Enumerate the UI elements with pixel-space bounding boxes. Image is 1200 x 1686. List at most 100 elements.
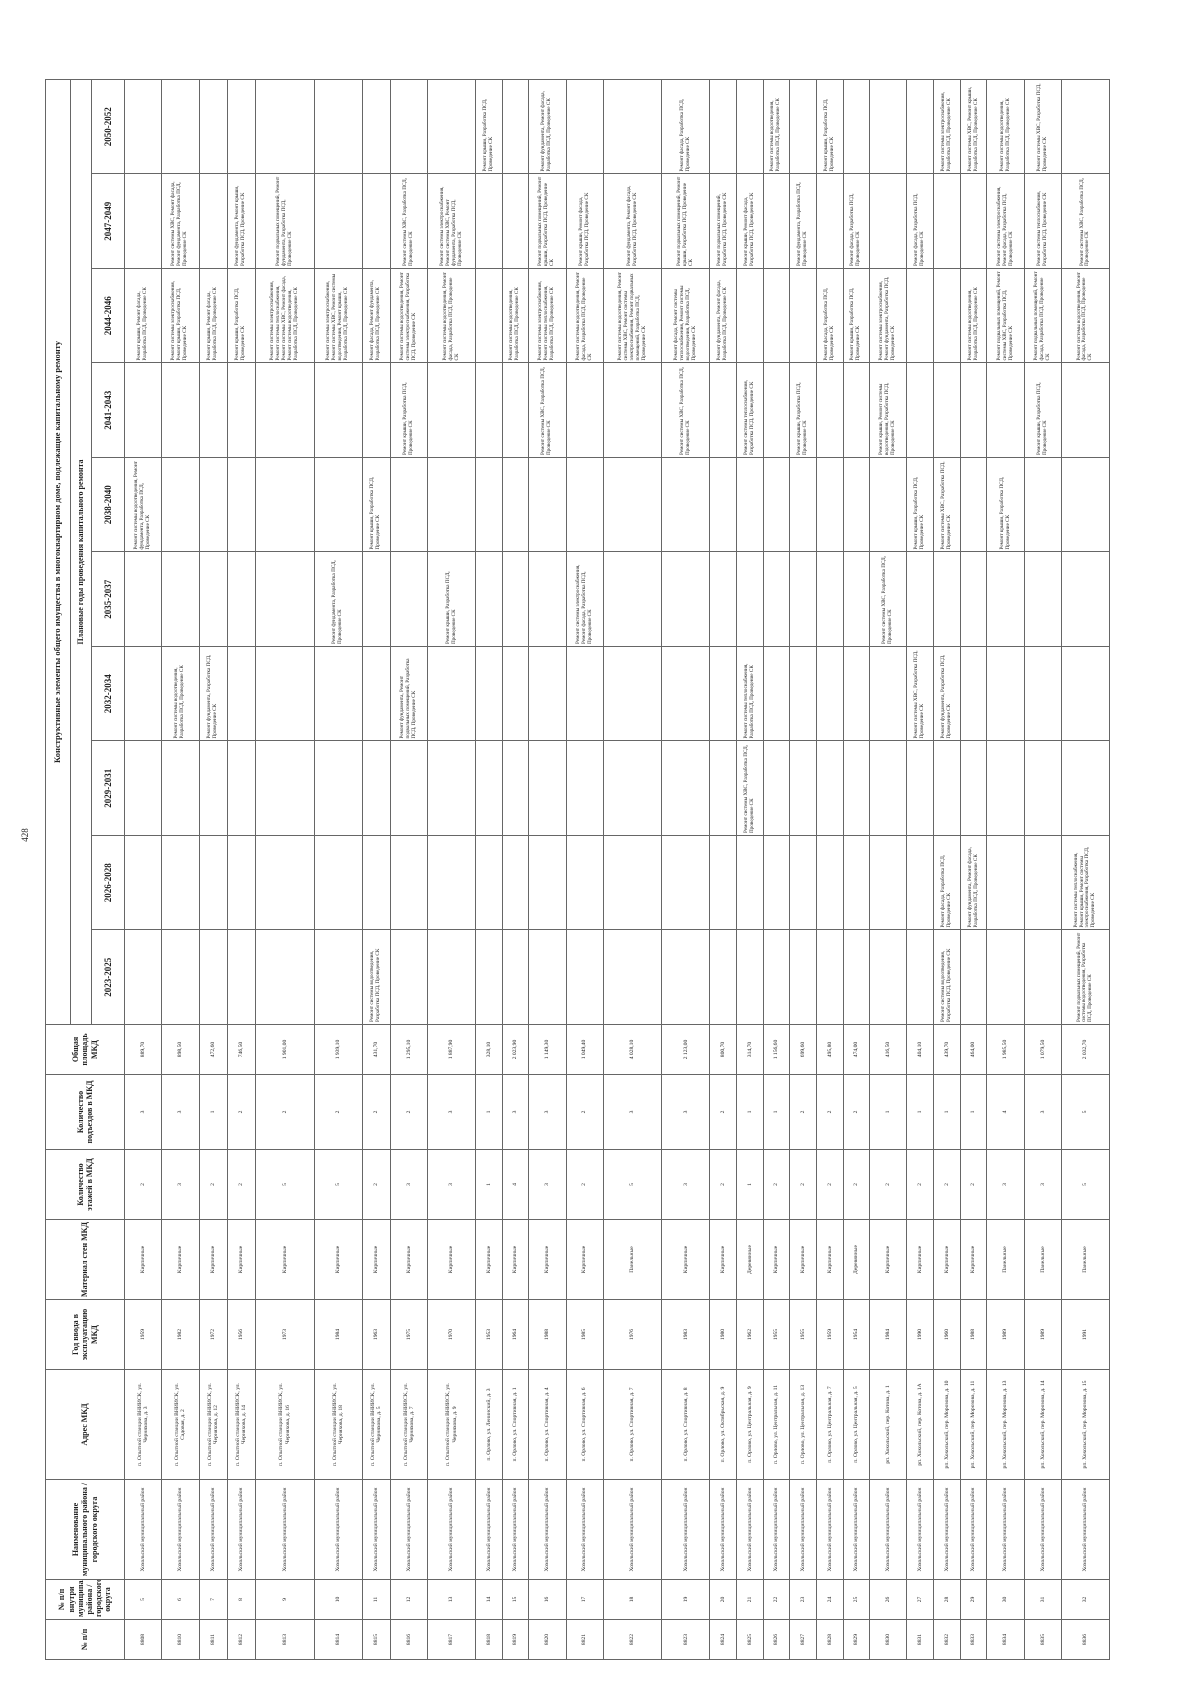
table-cell: 5 [1061, 1074, 1110, 1150]
work-cell: Ремонт системы ХВС, Разработка ПСД, Пров… [1061, 174, 1110, 269]
table-cell: 14 [475, 1579, 503, 1620]
table-cell: 27 [906, 1579, 934, 1620]
table-row: 8835 31 Хохольский муниципальный район рп. … [1024, 79, 1062, 1660]
work-cell [1061, 741, 1110, 836]
work-cell [960, 552, 987, 647]
table-cell: 8825 [736, 1619, 764, 1660]
table-cell: п. Орлово, ул. Центральная, д. 11 [763, 1369, 790, 1480]
table-cell: 2 [763, 1149, 790, 1220]
work-cell [960, 457, 987, 552]
work-cell [362, 552, 391, 647]
table-cell: 20 [709, 1579, 737, 1620]
work-cell [227, 79, 256, 174]
period-header: 2050-2052 [91, 79, 125, 174]
work-cell [502, 174, 529, 269]
table-cell: Кирпичные [763, 1219, 790, 1300]
work-cell [199, 930, 228, 1025]
work-cell: Ремонт крыши, Разработка ПСД, Проведение… [227, 268, 256, 363]
work-cell [763, 363, 790, 458]
work-cell: Ремонт системы электроснабжения, Ремонт … [161, 268, 200, 363]
table-cell: 1954 [843, 1299, 870, 1370]
table-cell: 3 [661, 1074, 710, 1150]
table-cell: п. Орлово, ул. Спортивная, д. 7 [603, 1369, 662, 1480]
table-cell: Кирпичные [906, 1219, 934, 1300]
table-cell: Панельные [603, 1219, 662, 1300]
work-cell [960, 174, 987, 269]
work-cell [736, 552, 764, 647]
table-cell: 1 [906, 1074, 934, 1150]
table-row: 8821 17 Хохольский муниципальный район п. О… [566, 79, 604, 1660]
work-cell [603, 457, 662, 552]
work-cell: Ремонт системы теплоснабжения, Разработк… [1024, 174, 1062, 269]
table-cell: 1959 [124, 1299, 162, 1370]
work-cell: Ремонт системы водоотведения, Ремонт сис… [390, 268, 428, 363]
work-cell [1024, 552, 1062, 647]
work-cell [869, 835, 907, 930]
work-cell: Ремонт системы водоотведения, Разработка… [986, 79, 1025, 174]
work-cell [502, 930, 529, 1025]
work-cell [986, 552, 1025, 647]
table-row: 8832 28 Хохольский муниципальный район рп. … [933, 79, 961, 1660]
table-cell: 1 [736, 1149, 764, 1220]
work-cell [314, 646, 363, 741]
work-cell [502, 79, 529, 174]
work-cell: Ремонт фасада, Разработка ПСД, Проведени… [816, 268, 844, 363]
table-cell: 8835 [1024, 1619, 1062, 1660]
table-cell: 16 [528, 1579, 567, 1620]
table-cell: п. Опытной станции ВНИИСК, ул. Черняхова… [124, 1369, 162, 1480]
work-cell: Ремонт крыши, Ремонт системы водоотведен… [869, 363, 907, 458]
table-cell: 1959 [816, 1299, 844, 1370]
work-cell [816, 646, 844, 741]
work-cell [1061, 457, 1110, 552]
table-header: № п/п № п/п внутри муниципального района … [45, 79, 125, 1660]
work-cell: Ремонт фундамента, Ремонт фасада, Разраб… [960, 835, 987, 930]
period-header: 2041-2043 [91, 363, 125, 458]
table-cell: 28 [933, 1579, 961, 1620]
work-cell [528, 646, 567, 741]
work-cell: Ремонт крыши, Ремонт фасада, Разработка … [566, 174, 604, 269]
table-cell: 2 [816, 1149, 844, 1220]
table-row: 8819 15 Хохольский муниципальный район п. О… [502, 79, 529, 1660]
work-cell: Ремонт системы водоотведения, Ремонт фун… [124, 457, 162, 552]
table-cell: 17 [566, 1579, 604, 1620]
table-cell: 3 [1024, 1149, 1062, 1220]
table-cell: 1 [475, 1074, 503, 1150]
work-cell [789, 457, 817, 552]
table-row: 8818 14 Хохольский муниципальный район п. О… [475, 79, 503, 1660]
work-cell [199, 457, 228, 552]
table-cell: Кирпичные [816, 1219, 844, 1300]
work-cell [789, 646, 817, 741]
table-cell: п. Орлово, ул. Спортивная, д. 8 [661, 1369, 710, 1480]
table-cell: Кирпичные [661, 1219, 710, 1300]
work-cell [528, 741, 567, 836]
table-cell: 2 [362, 1149, 391, 1220]
work-cell [1024, 930, 1062, 1025]
work-cell [475, 741, 503, 836]
work-cell [255, 552, 315, 647]
table-cell: 2 [816, 1074, 844, 1150]
work-cell [390, 835, 428, 930]
table-cell: 898,50 [161, 1024, 200, 1075]
table-cell: 3 [427, 1074, 476, 1150]
table-cell: Кирпичные [199, 1219, 228, 1300]
table-cell: Кирпичные [789, 1219, 817, 1300]
table-cell: п. Опытной станции ВНИИСК, ул. Черняхова… [255, 1369, 315, 1480]
table-cell: 8808 [124, 1619, 162, 1660]
table-cell: Кирпичные [528, 1219, 567, 1300]
work-cell [161, 835, 200, 930]
work-cell [161, 457, 200, 552]
table-cell: 24 [816, 1579, 844, 1620]
table-cell: рп. Хохольский, пер. Котова, д. 1 [869, 1369, 907, 1480]
work-cell [427, 363, 476, 458]
period-header: 2044-2046 [91, 268, 125, 363]
work-cell [427, 930, 476, 1025]
work-cell [528, 930, 567, 1025]
work-cell [255, 930, 315, 1025]
work-cell [427, 457, 476, 552]
table-cell: 5 [255, 1149, 315, 1220]
work-cell: Ремонт системы ХВС, Разработка ПСД, Пров… [528, 363, 567, 458]
work-cell [390, 741, 428, 836]
work-cell [502, 363, 529, 458]
table-cell: Хохольский муниципальный район [502, 1479, 529, 1580]
